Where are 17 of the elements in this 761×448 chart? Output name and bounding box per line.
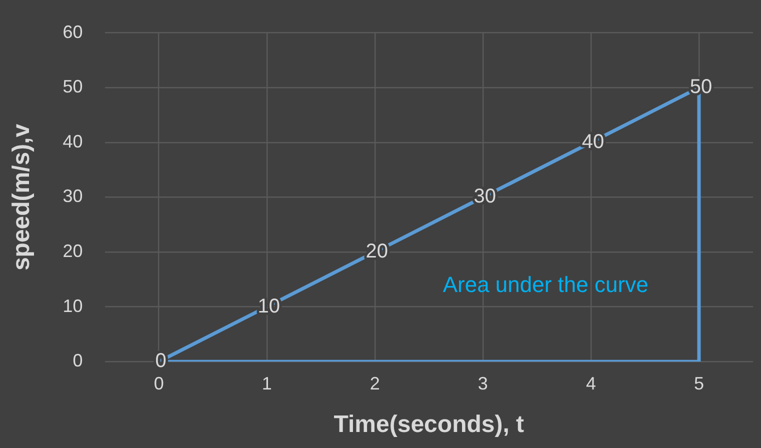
x-tick-label: 3 (478, 373, 488, 394)
x-tick-label: 1 (262, 373, 272, 394)
y-axis-title: speed(m/s),v (8, 123, 36, 271)
x-tick-label: 4 (586, 373, 596, 394)
y-tick-label: 30 (62, 186, 83, 206)
x-tick-label: 5 (694, 373, 704, 394)
y-tick-label: 20 (62, 240, 83, 261)
data-label: 50 (690, 76, 712, 98)
y-tick-label: 40 (62, 131, 83, 152)
y-tick-label: 50 (62, 76, 83, 97)
y-tick-label: 0 (72, 350, 83, 371)
y-tick-label: 60 (62, 22, 83, 42)
y-tick-label: 10 (62, 296, 83, 316)
x-axis-title: Time(seconds), t (334, 411, 524, 438)
annotation: Area under the curve (442, 272, 648, 298)
x-tick-label: 2 (370, 373, 380, 394)
x-tick-label: 0 (154, 373, 164, 394)
